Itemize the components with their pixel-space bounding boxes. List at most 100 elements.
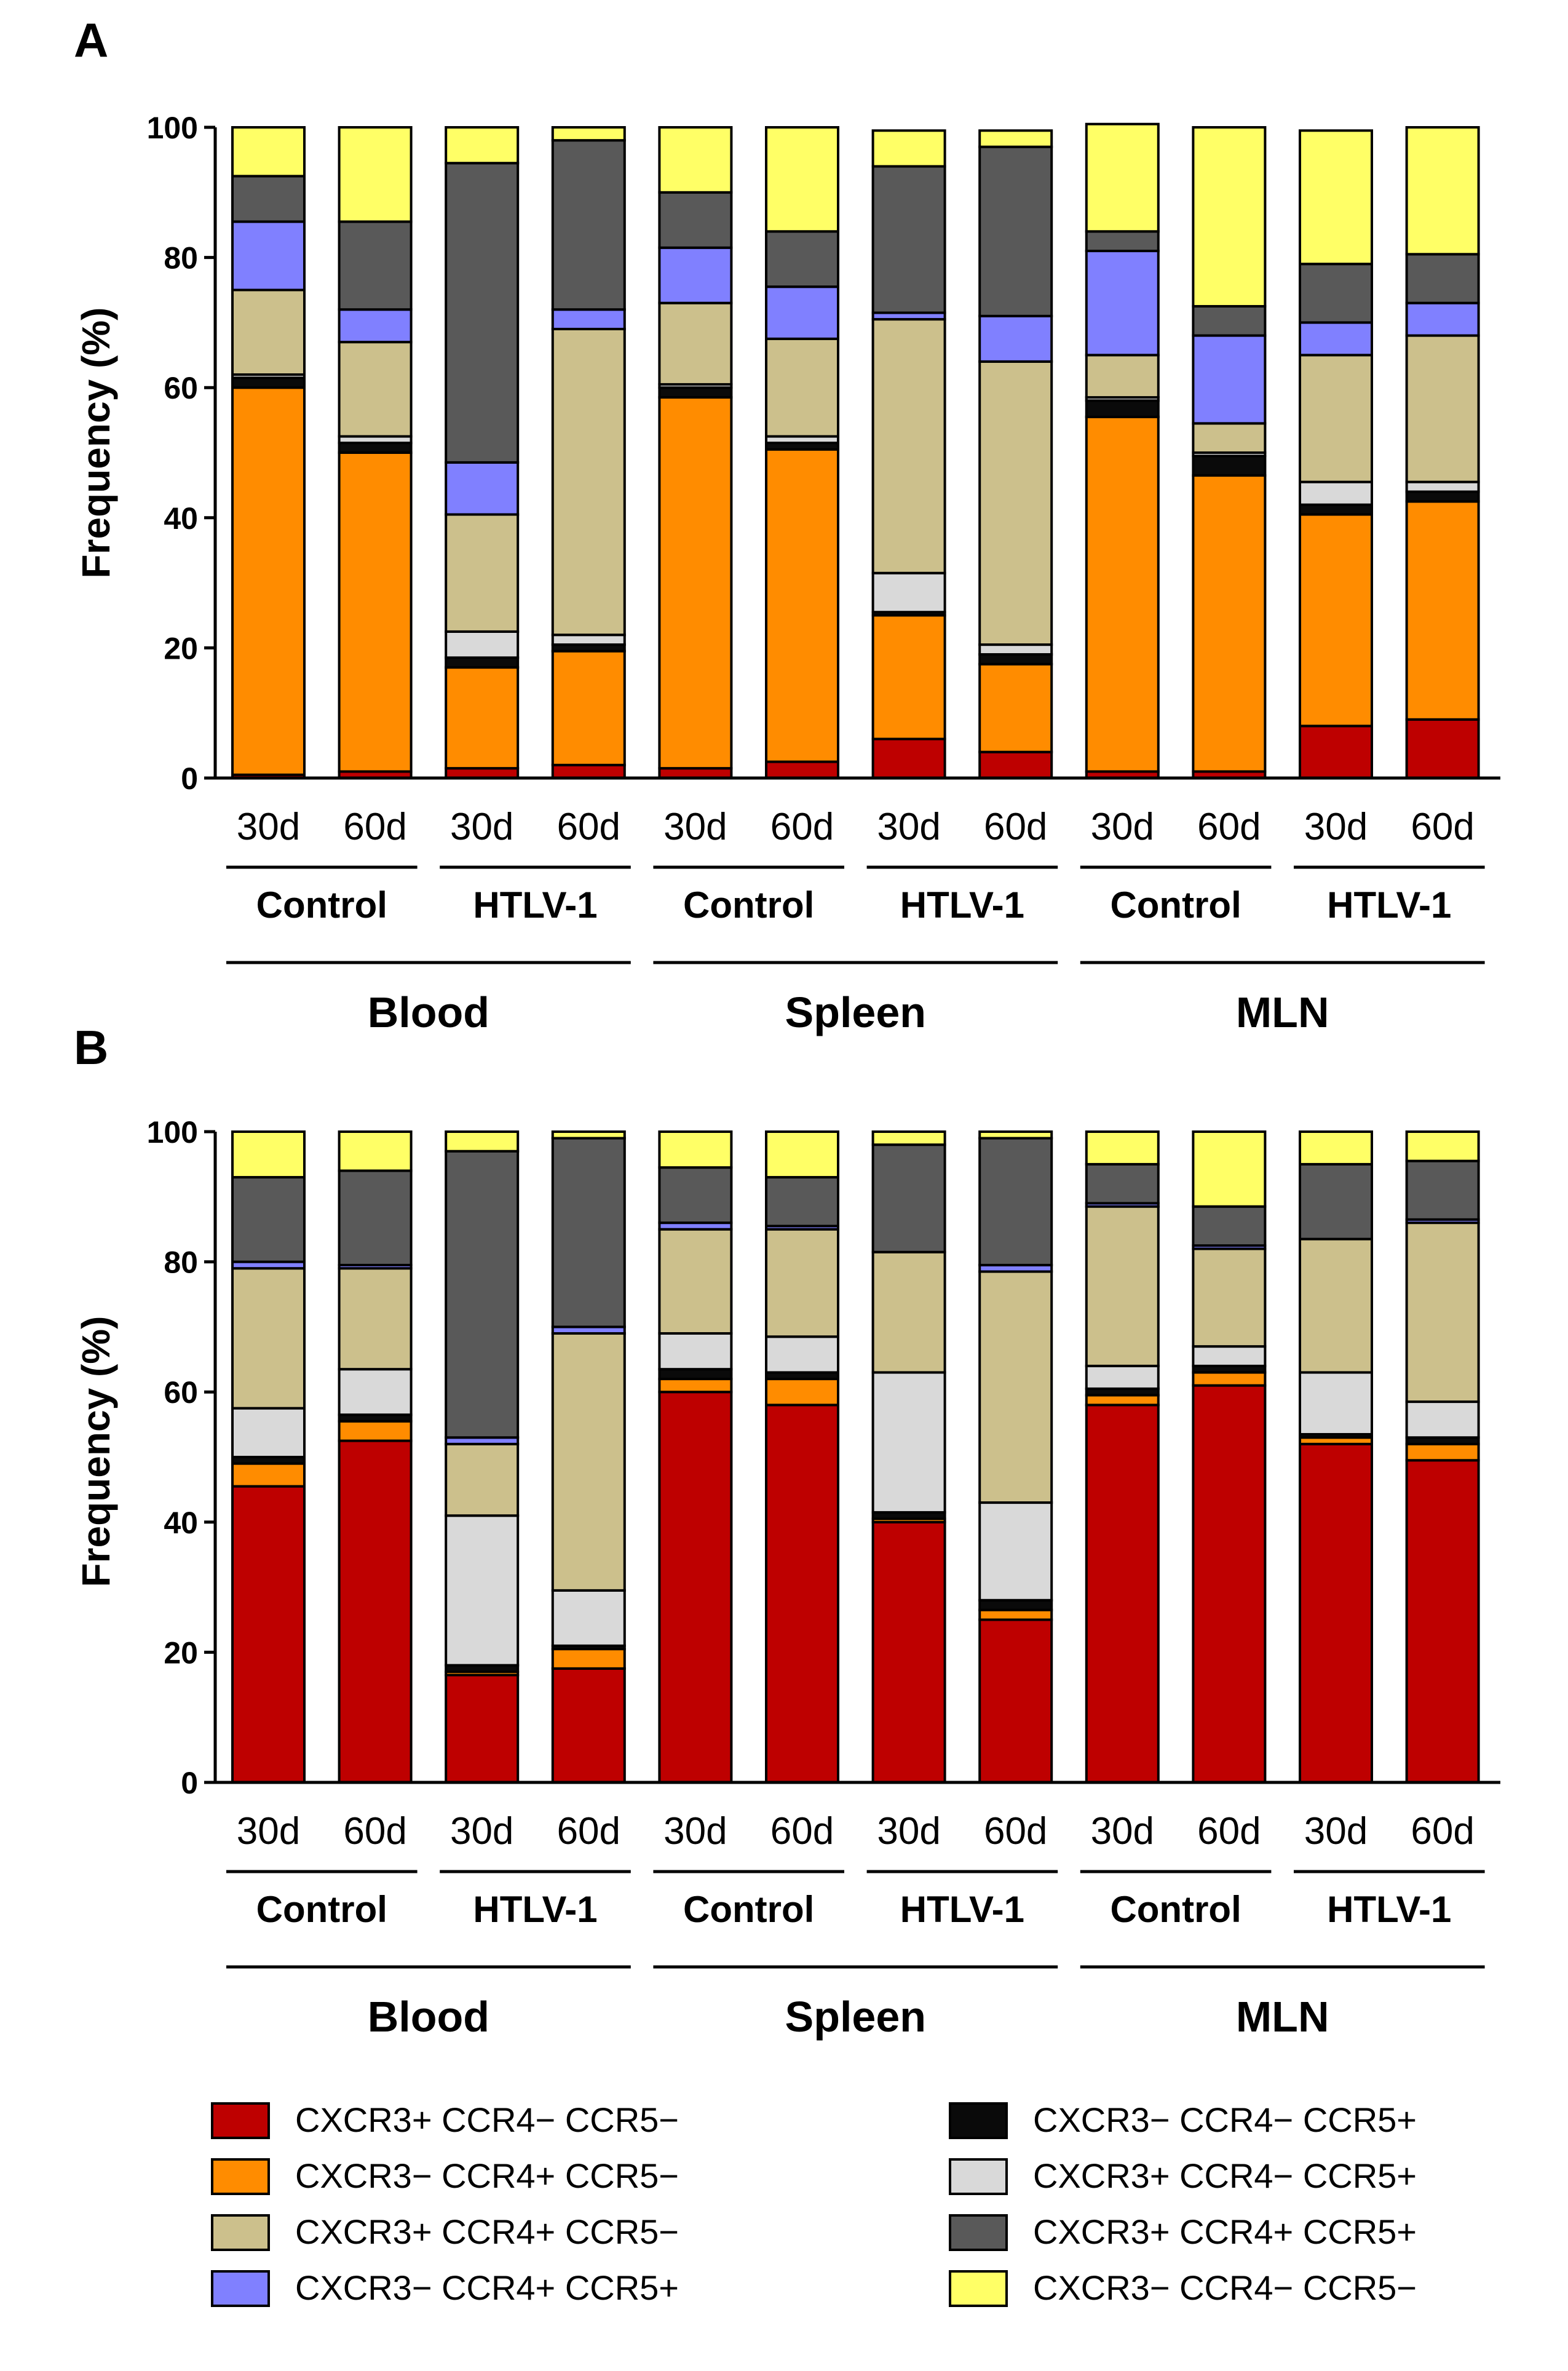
bar-segment-cxcr3neg-ccr4pos-ccr5neg — [658, 396, 733, 770]
group-label: Control — [683, 1889, 814, 1930]
bar-segment-cxcr3pos-ccr4neg-ccr5neg — [1405, 1459, 1480, 1784]
bar-segment-cxcr3neg-ccr4neg-ccr5neg — [1299, 1130, 1373, 1166]
group-label: HTLV-1 — [900, 884, 1024, 926]
bar-segment-cxcr3neg-ccr4pos-ccr5pos — [765, 285, 839, 340]
bar-segment-cxcr3neg-ccr4pos-ccr5pos — [551, 308, 626, 330]
bar-stack — [1405, 126, 1480, 780]
legend-item: CXCR3+ CCR4+ CCR5− — [211, 2212, 679, 2251]
axes: 0 20 40 60 80 100 — [147, 111, 1500, 796]
y-tick-label: 20 — [164, 631, 198, 665]
group-label: HTLV-1 — [473, 1889, 597, 1930]
bar-stacks — [231, 122, 1480, 780]
bar-segment-cxcr3pos-ccr4neg-ccr5pos — [551, 633, 626, 646]
bar-segment-cxcr3neg-ccr4neg-ccr5pos — [978, 653, 1053, 665]
tissue-label: Blood — [368, 988, 489, 1036]
bar-segment-cxcr3pos-ccr4neg-ccr5pos — [1299, 480, 1373, 506]
y-tick-label: 60 — [164, 371, 198, 405]
bar-segment-cxcr3pos-ccr4pos-ccr5neg — [1405, 1221, 1480, 1404]
legend-item: CXCR3+ CCR4− CCR5− — [211, 2100, 679, 2139]
bar-segment-cxcr3neg-ccr4neg-ccr5neg — [551, 126, 626, 142]
bar-segment-cxcr3neg-ccr4neg-ccr5neg — [765, 126, 839, 233]
bar-stack — [978, 1130, 1053, 1784]
bar-segment-cxcr3neg-ccr4neg-ccr5neg — [871, 129, 946, 168]
tissue-label: Spleen — [785, 1993, 927, 2041]
bar-segment-cxcr3pos-ccr4pos-ccr5pos — [231, 175, 306, 223]
bar-segment-cxcr3pos-ccr4neg-ccr5neg — [871, 737, 946, 780]
bar-segment-cxcr3neg-ccr4neg-ccr5pos — [658, 386, 733, 399]
legend-item: CXCR3− CCR4+ CCR5− — [211, 2156, 679, 2195]
group-label: Control — [1110, 1889, 1241, 1930]
y-axis-label: Frequency (%) — [74, 1316, 118, 1587]
y-tick-label: 80 — [164, 1245, 198, 1280]
bar-segment-cxcr3pos-ccr4pos-ccr5neg — [338, 1267, 413, 1371]
bar-segment-cxcr3neg-ccr4neg-ccr5neg — [1085, 1130, 1160, 1166]
bar-segment-cxcr3pos-ccr4pos-ccr5pos — [1405, 1159, 1480, 1221]
x-category-labels: 30d 60d 30d 60d 30d 60d 30d 60d 30d 60d 30d 60d — [237, 1810, 1475, 1853]
bar-segment-cxcr3pos-ccr4pos-ccr5neg — [1299, 1237, 1373, 1374]
x-tick-label: 30d — [1304, 1810, 1368, 1853]
legend-swatch-cxcr3neg-ccr4pos-ccr5neg — [211, 2158, 270, 2195]
x-tick-label: 30d — [1304, 806, 1368, 848]
bar-segment-cxcr3pos-ccr4neg-ccr5neg — [978, 750, 1053, 780]
bar-segment-cxcr3pos-ccr4pos-ccr5neg — [978, 1270, 1053, 1504]
bar-segment-cxcr3neg-ccr4neg-ccr5pos — [445, 656, 520, 669]
x-tick-label: 30d — [877, 1810, 940, 1853]
group-labels: Control HTLV-1 Control HTLV-1 Control HTLV-1 — [226, 865, 1485, 926]
bar-segment-cxcr3pos-ccr4pos-ccr5pos — [551, 1137, 626, 1328]
bar-segment-cxcr3neg-ccr4neg-ccr5neg — [445, 126, 520, 165]
bar-segment-cxcr3pos-ccr4pos-ccr5pos — [338, 1169, 413, 1266]
bar-segment-cxcr3pos-ccr4neg-ccr5neg — [978, 1618, 1053, 1784]
bar-stack — [1085, 122, 1160, 780]
group-label: Control — [683, 884, 814, 926]
bar-segment-cxcr3neg-ccr4neg-ccr5neg — [338, 1130, 413, 1172]
bar-segment-cxcr3neg-ccr4neg-ccr5pos — [338, 442, 413, 455]
x-tick-label: 60d — [770, 1810, 834, 1853]
y-tick-label: 0 — [181, 1766, 198, 1800]
bar-segment-cxcr3pos-ccr4pos-ccr5neg — [978, 360, 1053, 646]
x-tick-label: 60d — [1411, 806, 1474, 848]
y-axis-label: Frequency (%) — [74, 308, 118, 579]
x-tick-label: 60d — [770, 806, 834, 848]
bar-segment-cxcr3pos-ccr4pos-ccr5neg — [765, 1228, 839, 1338]
x-tick-label: 30d — [237, 1810, 300, 1853]
bar-segment-cxcr3neg-ccr4pos-ccr5neg — [551, 1648, 626, 1670]
bar-segment-cxcr3pos-ccr4neg-ccr5neg — [765, 760, 839, 780]
y-tick-label: 60 — [164, 1375, 198, 1410]
bar-segment-cxcr3pos-ccr4pos-ccr5neg — [1085, 1205, 1160, 1367]
bar-segment-cxcr3pos-ccr4neg-ccr5pos — [1192, 1345, 1267, 1367]
bar-segment-cxcr3neg-ccr4pos-ccr5neg — [978, 662, 1053, 753]
bar-segment-cxcr3neg-ccr4pos-ccr5neg — [658, 1378, 733, 1394]
x-tick-label: 30d — [450, 806, 513, 848]
bar-segment-cxcr3neg-ccr4pos-ccr5pos — [231, 220, 306, 292]
group-label: Control — [1110, 884, 1241, 926]
bar-segment-cxcr3neg-ccr4pos-ccr5pos — [1405, 301, 1480, 337]
bar-segment-cxcr3neg-ccr4neg-ccr5neg — [658, 1130, 733, 1169]
x-tick-label: 30d — [663, 1810, 727, 1853]
y-tick-label: 80 — [164, 241, 198, 276]
bar-segment-cxcr3pos-ccr4neg-ccr5pos — [338, 1368, 413, 1416]
legend-swatch-cxcr3pos-ccr4neg-ccr5pos — [949, 2158, 1008, 2195]
bar-stack — [445, 126, 520, 780]
bar-segment-cxcr3pos-ccr4pos-ccr5neg — [231, 1267, 306, 1410]
bar-segment-cxcr3neg-ccr4neg-ccr5neg — [231, 1130, 306, 1179]
y-tick-label: 40 — [164, 1506, 198, 1540]
x-tick-label: 60d — [984, 806, 1047, 848]
bar-segment-cxcr3pos-ccr4neg-ccr5neg — [1085, 1404, 1160, 1784]
bar-segment-cxcr3neg-ccr4pos-ccr5neg — [551, 649, 626, 766]
bar-stack — [1192, 126, 1267, 780]
bar-segment-cxcr3neg-ccr4neg-ccr5neg — [231, 126, 306, 178]
bar-stack — [658, 1130, 733, 1784]
legend-label: CXCR3+ CCR4− CCR5− — [295, 2100, 679, 2139]
group-label: HTLV-1 — [1327, 1889, 1451, 1930]
bar-segment-cxcr3pos-ccr4neg-ccr5pos — [1299, 1371, 1373, 1436]
y-tick-label: 100 — [147, 1115, 198, 1150]
bar-segment-cxcr3pos-ccr4pos-ccr5neg — [551, 1332, 626, 1592]
bar-segment-cxcr3pos-ccr4neg-ccr5pos — [871, 1371, 946, 1514]
legend-item: CXCR3− CCR4+ CCR5+ — [211, 2268, 679, 2307]
legend-label: CXCR3− CCR4− CCR5+ — [1033, 2100, 1417, 2139]
bar-stack — [658, 126, 733, 780]
panel-letter: A — [74, 13, 108, 67]
bar-segment-cxcr3pos-ccr4neg-ccr5neg — [1299, 1442, 1373, 1784]
bar-stack — [1299, 1130, 1373, 1784]
